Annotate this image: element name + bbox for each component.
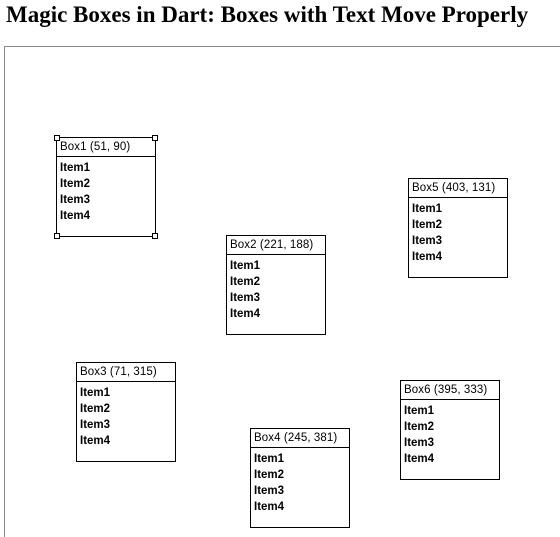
box-6[interactable]: Box6 (395, 333) Item1 Item2 Item3 Item4 <box>400 380 500 480</box>
box-header: Box6 (395, 333) <box>401 381 499 400</box>
box-item: Item4 <box>60 210 91 222</box>
box-4[interactable]: Box4 (245, 381) Item1 Item2 Item3 Item4 <box>250 428 350 528</box>
box-item: Item1 <box>230 260 261 272</box>
box-1[interactable]: Box1 (51, 90) Item1 Item2 Item3 Item4 <box>54 135 158 239</box>
box-item-list: Item1 Item2 Item3 Item4 <box>227 255 325 322</box>
box-item: Item3 <box>80 419 111 431</box>
drawing-canvas[interactable]: Box1 (51, 90) Item1 Item2 Item3 Item4 Bo… <box>4 46 560 537</box>
page-title: Magic Boxes in Dart: Boxes with Text Mov… <box>6 2 529 27</box>
box-item: Item1 <box>254 453 285 465</box>
box-item-list: Item1 Item2 Item3 Item4 <box>409 198 507 265</box>
box-item: Item1 <box>60 162 91 174</box>
box-header: Box5 (403, 131) <box>409 179 507 198</box>
box-item: Item4 <box>230 308 261 320</box>
box-header: Box4 (245, 381) <box>251 429 349 448</box>
box-item: Item4 <box>80 435 111 447</box>
box-5[interactable]: Box5 (403, 131) Item1 Item2 Item3 Item4 <box>408 178 508 278</box>
box-item-list: Item1 Item2 Item3 Item4 <box>77 382 175 449</box>
box-header: Box1 (51, 90) <box>57 138 155 157</box>
box-item-list: Item1 Item2 Item3 Item4 <box>401 400 499 467</box>
box-item: Item3 <box>254 485 285 497</box>
resize-handle-top-left[interactable] <box>54 135 60 141</box>
box-item: Item3 <box>412 235 443 247</box>
box-item: Item4 <box>254 501 285 513</box>
resize-handle-top-right[interactable] <box>152 135 158 141</box>
box-item: Item4 <box>404 453 435 465</box>
box-item: Item2 <box>230 276 261 288</box>
box-item: Item1 <box>412 203 443 215</box>
box-3[interactable]: Box3 (71, 315) Item1 Item2 Item3 Item4 <box>76 362 176 462</box>
box-item: Item4 <box>412 251 443 263</box>
box-item: Item1 <box>404 405 435 417</box>
box-item: Item3 <box>230 292 261 304</box>
box-item: Item2 <box>80 403 111 415</box>
box-item-list: Item1 Item2 Item3 Item4 <box>57 157 155 224</box>
box-item: Item1 <box>80 387 111 399</box>
box-item: Item3 <box>60 194 91 206</box>
resize-handle-bottom-right[interactable] <box>152 233 158 239</box>
box-item: Item3 <box>404 437 435 449</box>
box-2[interactable]: Box2 (221, 188) Item1 Item2 Item3 Item4 <box>226 235 326 335</box>
box-item-list: Item1 Item2 Item3 Item4 <box>251 448 349 515</box>
box-header: Box3 (71, 315) <box>77 363 175 382</box>
box-item: Item2 <box>60 178 91 190</box>
box-item: Item2 <box>404 421 435 433</box>
box-item: Item2 <box>254 469 285 481</box>
box-item: Item2 <box>412 219 443 231</box>
resize-handle-bottom-left[interactable] <box>54 233 60 239</box>
box-header: Box2 (221, 188) <box>227 236 325 255</box>
